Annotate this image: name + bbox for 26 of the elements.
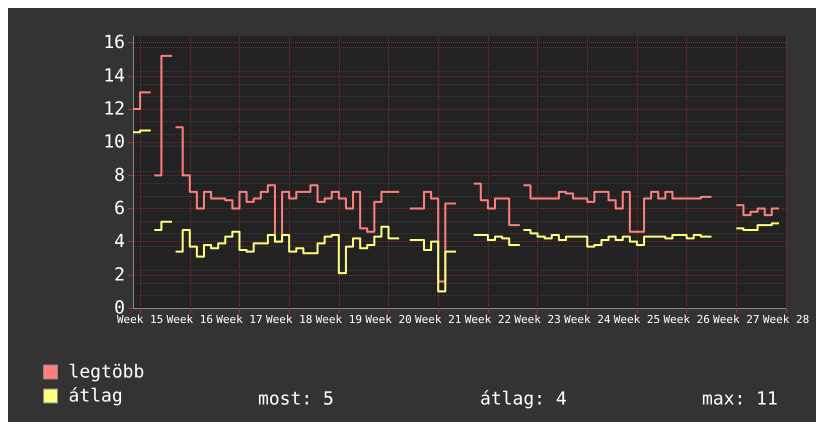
y-tick-label: 4 [114, 231, 125, 252]
y-tick-label: 10 [103, 132, 125, 153]
x-tick-label: Week 27 [713, 313, 760, 326]
x-tick-label: Week 25 [614, 313, 660, 326]
x-tick-label: Week 22 [464, 313, 512, 326]
text: most: 5 [258, 388, 334, 410]
y-tick-label: 16 [103, 32, 125, 54]
y-tick-label: 6 [114, 198, 125, 219]
legend-label: legtöbb [68, 362, 144, 382]
x-tick-label: Week 26 [663, 313, 710, 326]
text: max: 11 [702, 388, 778, 410]
y-tick-label: 12 [103, 98, 125, 120]
x-tick-label: Week 21 [415, 313, 462, 326]
y-tick-label: 2 [114, 264, 125, 286]
y-tick-label: 8 [114, 164, 125, 186]
x-tick-label: Week 19 [316, 313, 362, 326]
text: átlag: 4 [480, 388, 567, 410]
x-tick-label: Week 20 [365, 313, 412, 326]
x-tick-label: Week 23 [514, 313, 561, 326]
x-tick-label: Week 28 [762, 313, 810, 326]
x-tick-label: Week 24 [564, 313, 611, 326]
legend-label: átlag [68, 386, 123, 406]
x-tick-label: Week 18 [266, 313, 312, 326]
x-tick-label: Week 17 [216, 313, 263, 326]
y-tick-label: 14 [103, 65, 125, 86]
x-tick-label: Week 16 [166, 313, 213, 326]
